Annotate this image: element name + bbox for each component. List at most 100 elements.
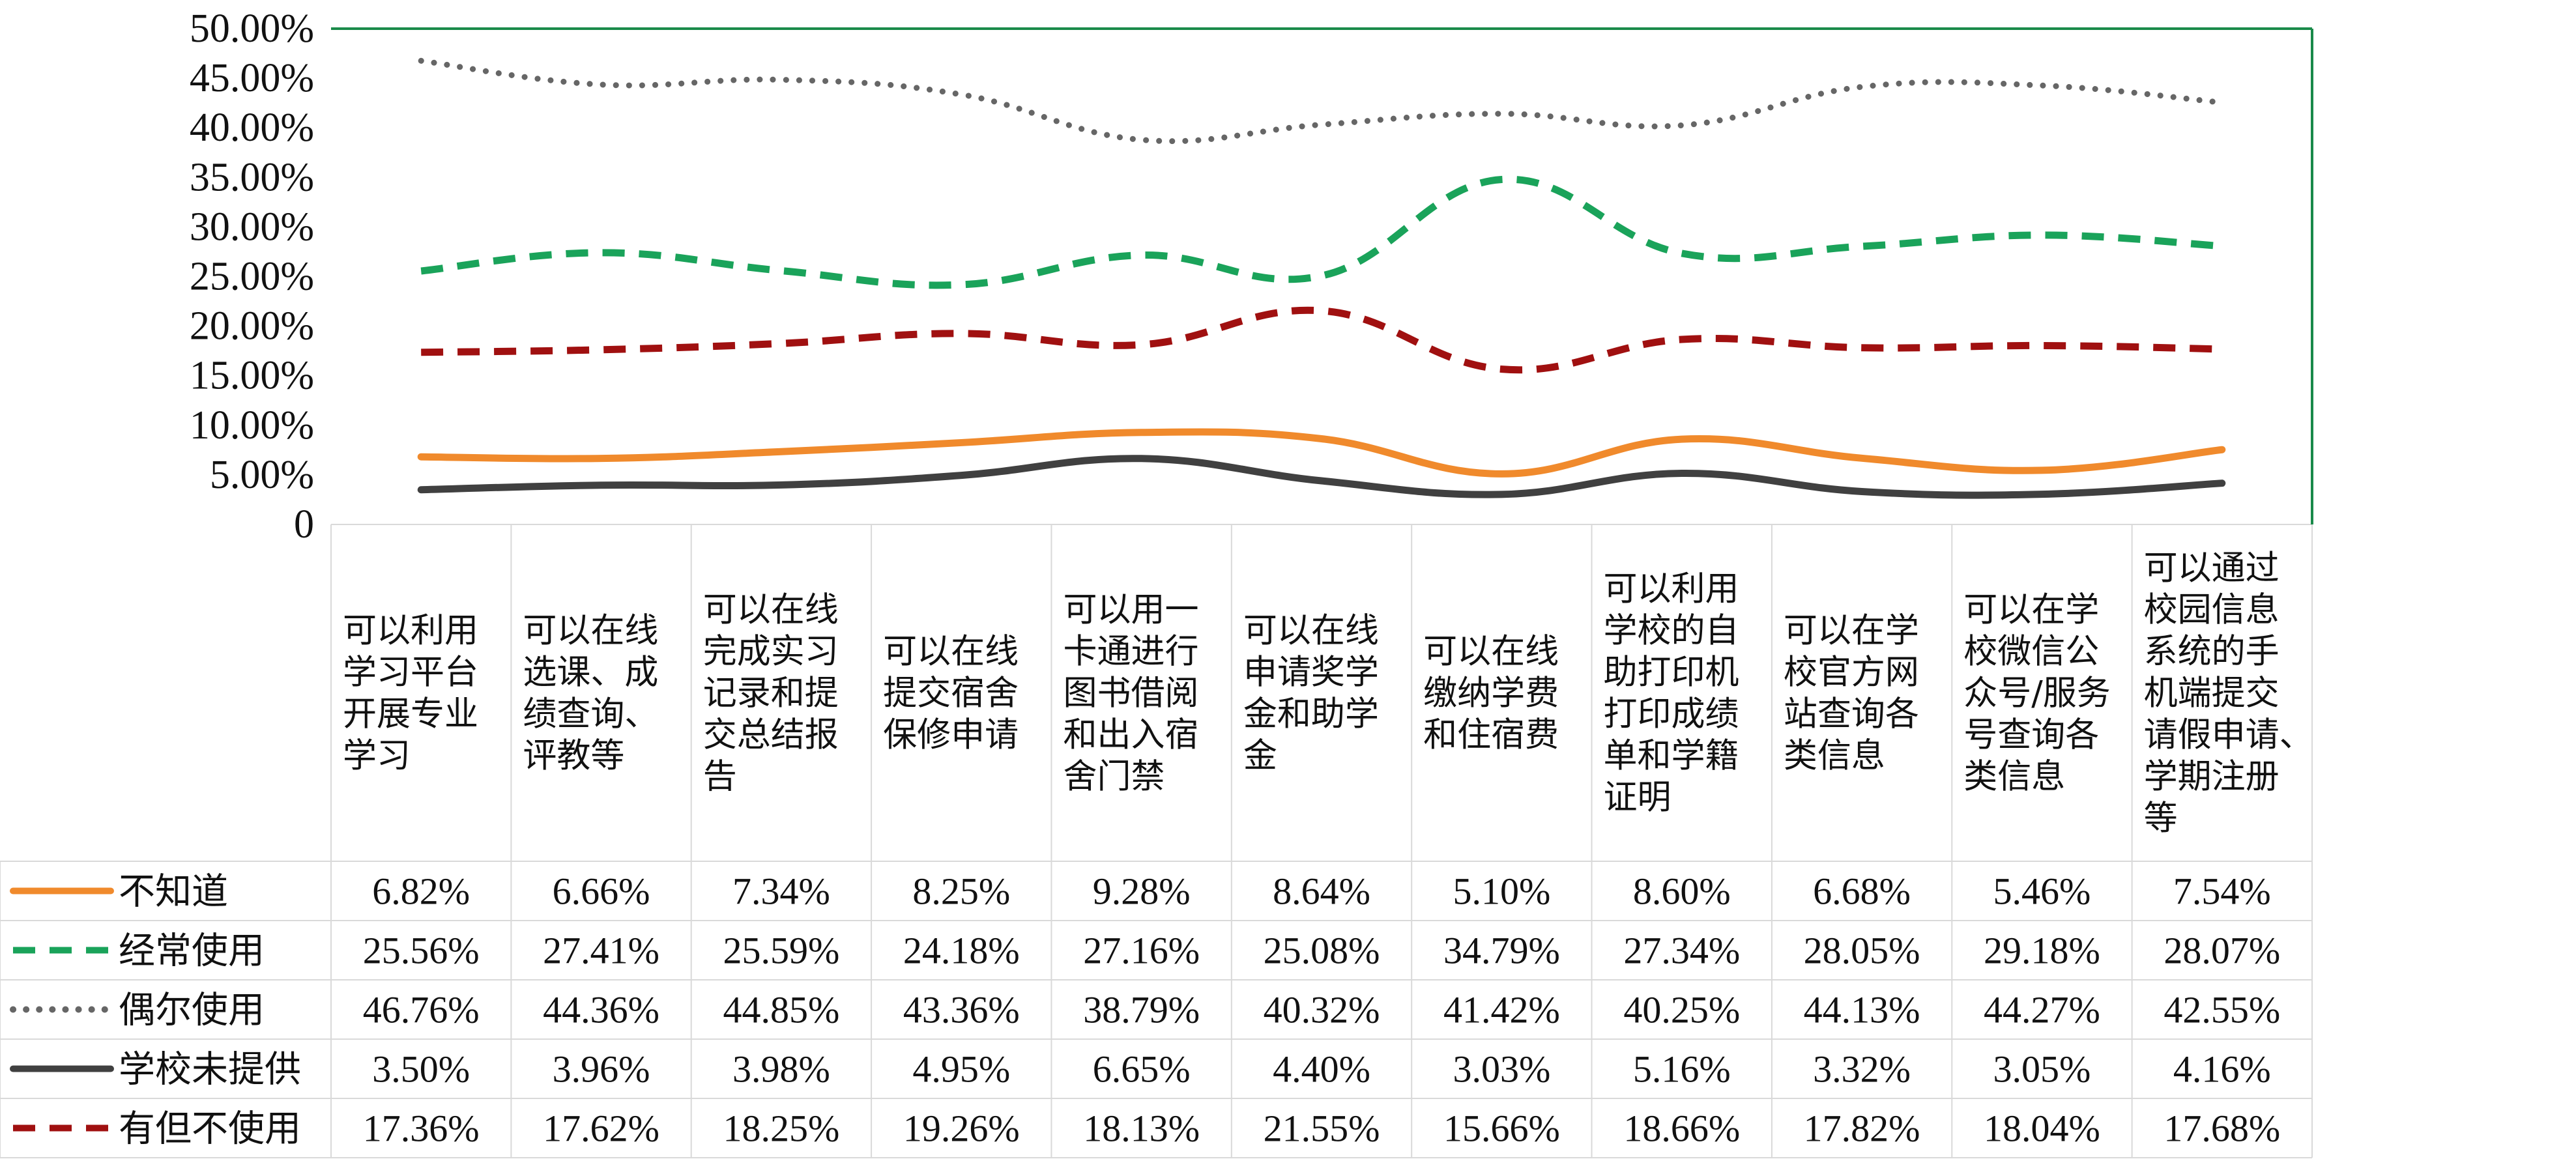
y-tick-label: 50.00% bbox=[190, 7, 314, 51]
data-point bbox=[1141, 139, 1142, 141]
data-point bbox=[601, 252, 602, 253]
data-label: 28.07% bbox=[2164, 930, 2280, 972]
data-point bbox=[1861, 246, 1862, 247]
data-point bbox=[2041, 235, 2042, 236]
data-point bbox=[961, 94, 962, 95]
data-label: 27.34% bbox=[1623, 930, 1740, 972]
data-point bbox=[2041, 345, 2042, 346]
category-label: 可以在线 bbox=[1243, 612, 1379, 651]
category-label: 选课、成 bbox=[523, 653, 658, 693]
data-label: 17.82% bbox=[1804, 1108, 1920, 1150]
data-point bbox=[961, 333, 962, 334]
category-label: 单和学籍 bbox=[1604, 737, 1739, 776]
data-point bbox=[1321, 438, 1322, 439]
data-label: 8.25% bbox=[912, 870, 1010, 913]
data-point bbox=[1681, 438, 1683, 440]
y-tick-label: 20.00% bbox=[190, 304, 314, 349]
data-point bbox=[1681, 253, 1683, 254]
series-line-2 bbox=[420, 175, 2223, 289]
category-label: 可以利用 bbox=[1604, 570, 1739, 609]
data-point bbox=[2041, 494, 2042, 495]
data-label: 5.10% bbox=[1453, 870, 1550, 913]
y-tick-label: 0 bbox=[294, 502, 314, 547]
data-point bbox=[1861, 86, 1862, 87]
data-label: 3.96% bbox=[553, 1048, 650, 1091]
data-label: 7.34% bbox=[732, 870, 830, 913]
y-tick-label: 15.00% bbox=[190, 354, 314, 398]
data-label: 29.18% bbox=[1984, 930, 2100, 972]
data-label: 6.68% bbox=[1813, 870, 1911, 913]
category-label: 等 bbox=[2144, 799, 2178, 838]
data-label: 24.18% bbox=[903, 930, 1020, 972]
data-point bbox=[781, 343, 782, 344]
data-point bbox=[781, 79, 782, 80]
data-point bbox=[601, 485, 602, 486]
category-label: 可以在线 bbox=[1423, 633, 1559, 672]
data-point bbox=[420, 270, 422, 272]
data-label: 8.60% bbox=[1633, 870, 1731, 913]
legend-label: 经常使用 bbox=[119, 930, 265, 973]
category-label: 卡通进行 bbox=[1063, 633, 1198, 672]
category-label: 和住宿费 bbox=[1423, 716, 1559, 755]
data-label: 18.04% bbox=[1984, 1108, 2100, 1150]
data-label: 3.50% bbox=[372, 1048, 470, 1091]
data-point bbox=[1861, 457, 1862, 459]
category-label: 舍门禁 bbox=[1063, 758, 1165, 797]
data-label: 27.16% bbox=[1083, 930, 1200, 972]
y-tick-label: 35.00% bbox=[190, 155, 314, 199]
category-label: 交总结报 bbox=[703, 716, 839, 755]
data-point bbox=[1861, 347, 1862, 349]
data-point bbox=[781, 484, 782, 485]
data-label: 8.64% bbox=[1273, 870, 1370, 913]
data-label: 42.55% bbox=[2164, 989, 2280, 1031]
series-lines bbox=[417, 57, 2226, 499]
data-point bbox=[2041, 85, 2042, 86]
data-label: 40.32% bbox=[1264, 989, 1380, 1031]
data-point bbox=[961, 442, 962, 443]
data-label: 9.28% bbox=[1093, 870, 1191, 913]
data-label: 43.36% bbox=[903, 989, 1020, 1031]
data-point bbox=[961, 284, 962, 285]
series-line-1 bbox=[417, 428, 2226, 478]
legend-label: 偶尔使用 bbox=[119, 990, 265, 1032]
category-label: 助打印机 bbox=[1604, 653, 1739, 693]
legend-label: 不知道 bbox=[119, 871, 228, 913]
category-label: 可以在线 bbox=[703, 591, 839, 630]
data-point bbox=[1501, 369, 1502, 370]
data-point bbox=[601, 84, 602, 85]
y-tick-label: 25.00% bbox=[190, 255, 314, 299]
data-point bbox=[420, 489, 422, 491]
data-label: 7.54% bbox=[2173, 870, 2271, 913]
data-point bbox=[1501, 494, 1502, 495]
category-label: 证明 bbox=[1604, 779, 1672, 818]
category-label: 开展专业 bbox=[343, 695, 478, 734]
category-label: 可以利用 bbox=[343, 612, 478, 651]
data-label: 5.16% bbox=[1633, 1048, 1731, 1091]
category-label: 可以在线 bbox=[523, 612, 658, 651]
category-label: 校官方网 bbox=[1784, 653, 1919, 693]
category-label: 可以用一 bbox=[1063, 591, 1198, 630]
data-label: 3.32% bbox=[1813, 1048, 1911, 1091]
data-label: 17.68% bbox=[2164, 1108, 2280, 1150]
data-point bbox=[2221, 483, 2223, 484]
category-label: 记录和提 bbox=[703, 674, 839, 713]
data-label: 27.41% bbox=[543, 930, 659, 972]
legend-label: 学校未提供 bbox=[119, 1049, 301, 1091]
category-label: 和出入宿 bbox=[1063, 716, 1198, 755]
data-point bbox=[1321, 310, 1322, 311]
category-label: 保修申请 bbox=[883, 716, 1019, 755]
data-label: 28.05% bbox=[1804, 930, 1920, 972]
series-line-4 bbox=[417, 455, 2226, 499]
data-point bbox=[1141, 255, 1142, 256]
y-tick-label: 5.00% bbox=[210, 453, 314, 497]
category-label: 校微信公 bbox=[1963, 633, 2099, 672]
data-point bbox=[1681, 124, 1683, 126]
data-label: 25.59% bbox=[723, 930, 839, 972]
data-label: 4.40% bbox=[1273, 1048, 1370, 1091]
data-point bbox=[1501, 473, 1502, 474]
data-point bbox=[1501, 179, 1502, 180]
category-label: 可以在线 bbox=[883, 633, 1019, 672]
series-line-5 bbox=[421, 306, 2222, 374]
